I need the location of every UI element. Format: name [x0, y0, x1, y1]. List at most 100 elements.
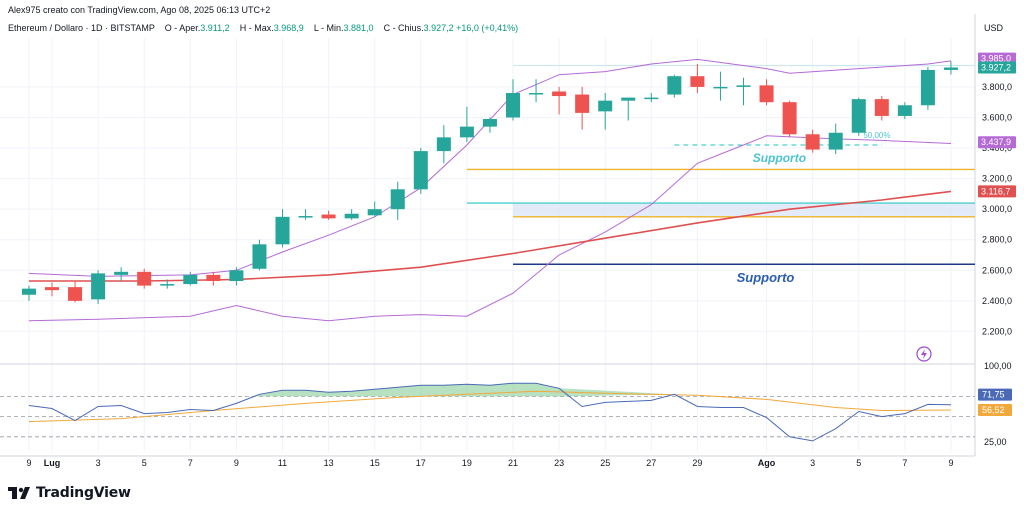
- time-tick-label: 11: [278, 458, 287, 468]
- candle-body: [45, 287, 59, 291]
- candle-body: [413, 151, 428, 190]
- candle-body: [621, 97, 636, 101]
- candle-body: [114, 271, 129, 275]
- candle-body: [91, 273, 106, 300]
- support-label: Supporto: [737, 270, 795, 285]
- bollinger-lower-line: [28, 135, 952, 322]
- price-tick-label: 3.800,0: [982, 82, 1012, 92]
- lightning-icon-ring: [916, 346, 932, 362]
- high-label: H - Max.: [239, 23, 274, 33]
- candle-body: [667, 76, 682, 95]
- time-tick-label: Ago: [758, 458, 776, 468]
- rsi-tick-label: 100,00: [984, 361, 1012, 371]
- time-tick-label: 3: [810, 458, 815, 468]
- open-label: O - Aper.: [164, 23, 201, 33]
- candle-body: [183, 274, 198, 285]
- candle-body: [344, 213, 359, 219]
- candle-body: [943, 67, 958, 70]
- candle-body: [506, 93, 520, 118]
- candle-body: [713, 86, 728, 89]
- candle-body: [782, 102, 797, 135]
- candle-body: [367, 209, 382, 216]
- high-value: 3.968,9: [273, 23, 304, 33]
- time-tick-label: 5: [142, 458, 147, 468]
- candle-body: [321, 214, 336, 219]
- time-tick-label: 9: [26, 458, 31, 468]
- candle-body: [874, 99, 889, 116]
- candle-body: [206, 274, 221, 281]
- brand-name: TradingView: [36, 485, 131, 501]
- symbol-name[interactable]: Ethereum / Dollaro · 1D · BITSTAMP: [8, 23, 155, 33]
- rsi-tag-box: [978, 388, 1012, 401]
- price-tick-label: 3.600,0: [982, 112, 1012, 122]
- candle-body: [828, 132, 843, 150]
- rsi-line: [28, 382, 952, 442]
- change-value: +16,0 (+0,41%): [456, 23, 519, 33]
- time-tick-label: 27: [646, 458, 656, 468]
- price-tag-box: [978, 61, 1016, 74]
- time-tick-label: 19: [462, 458, 472, 468]
- price-tag-label: 3.116,7: [981, 186, 1010, 196]
- candle-body: [390, 189, 405, 210]
- candle-body: [897, 105, 912, 116]
- close-label: C - Chius.: [383, 23, 424, 33]
- time-tick-label: 7: [188, 458, 193, 468]
- candle-body: [275, 216, 290, 245]
- tradingview-logo-icon: [8, 487, 30, 499]
- candle-body: [529, 93, 544, 95]
- time-tick-label: 13: [324, 458, 334, 468]
- candle-body: [851, 99, 866, 133]
- tradingview-brand[interactable]: TradingView: [8, 485, 131, 501]
- candle-body: [160, 284, 175, 286]
- price-tag-label: 3.437,9: [981, 137, 1011, 147]
- time-tick-label: 15: [370, 458, 380, 468]
- price-tick-label: 2.400,0: [982, 296, 1012, 306]
- price-tick-label: 3.200,0: [982, 174, 1012, 184]
- chart-credit: Alex975 creato con TradingView.com, Ago …: [8, 5, 271, 15]
- time-tick-label: 29: [692, 458, 702, 468]
- candle-body: [552, 91, 567, 97]
- low-value: 3.881,0: [343, 23, 374, 33]
- rsi-tag-label: 71,75: [982, 390, 1005, 400]
- price-tag-label: 3.985,0: [981, 54, 1011, 64]
- time-tick-label: 9: [948, 458, 953, 468]
- price-tick-label: 2.600,0: [982, 265, 1012, 275]
- currency-label: USD: [984, 23, 1004, 33]
- candle-body: [229, 270, 244, 281]
- time-tick-label: 25: [600, 458, 610, 468]
- symbol-ohlc-line: Ethereum / Dollaro · 1D · BITSTAMP O - A…: [8, 23, 518, 33]
- price-tag-label: 3.927,2: [981, 62, 1011, 72]
- candle-body: [690, 76, 705, 87]
- low-label: L - Min.: [313, 23, 344, 33]
- candle-body: [736, 85, 751, 87]
- time-tick-label: 7: [902, 458, 907, 468]
- time-tick-label: 5: [856, 458, 861, 468]
- lightning-icon-bolt: [921, 349, 927, 359]
- candle-body: [598, 100, 613, 112]
- candle-body: [759, 85, 774, 103]
- support-zone: [513, 203, 975, 217]
- support-label: Supporto: [753, 151, 806, 165]
- candle-body: [805, 134, 820, 150]
- price-tag-box: [978, 136, 1016, 149]
- time-tick-label: 23: [554, 458, 564, 468]
- time-tick-label: 17: [416, 458, 426, 468]
- open-value: 3.911,2: [200, 23, 230, 33]
- candle-body: [68, 287, 83, 301]
- rsi-overbought-fill: [252, 383, 675, 397]
- candle-body: [436, 137, 451, 152]
- rsi-tag-label: 56,52: [982, 405, 1005, 415]
- rsi-tag-box: [978, 403, 1012, 416]
- candle-body: [920, 69, 935, 106]
- time-tick-label: 9: [234, 458, 239, 468]
- candle-body: [137, 271, 152, 286]
- price-tick-label: 3.000,0: [982, 204, 1012, 214]
- moving-average-line: [28, 190, 952, 282]
- candle-body: [575, 94, 590, 113]
- rsi-tick-label: 25,00: [984, 437, 1007, 447]
- candle-body: [21, 288, 36, 295]
- close-value: 3.927,2: [423, 23, 454, 33]
- price-tick-label: 2.800,0: [982, 235, 1012, 245]
- candle-body: [482, 119, 497, 127]
